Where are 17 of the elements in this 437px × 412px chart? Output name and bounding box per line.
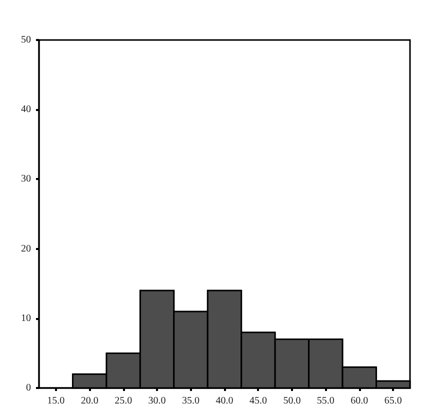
x-tick-label: 50.0 (283, 396, 301, 406)
x-tick-label: 35.0 (182, 396, 200, 406)
y-tick-label: 0 (26, 382, 31, 394)
x-tick-label: 25.0 (114, 396, 132, 406)
x-tick-label: 40.0 (216, 396, 234, 406)
x-tick-label: 45.0 (249, 396, 267, 406)
y-tick-label: 50 (21, 34, 31, 46)
y-tick-label: 30 (21, 174, 31, 185)
x-tick-label: 65.0 (384, 396, 402, 406)
y-tick-label: 20 (21, 243, 31, 254)
x-tick-label: 15.0 (47, 396, 65, 406)
y-tick-label: 40 (21, 104, 31, 116)
y-tick-label: 10 (21, 312, 31, 324)
x-tick-label: 20.0 (80, 396, 98, 406)
x-tick-label: 60.0 (350, 396, 368, 406)
x-tick-label: 55.0 (316, 396, 334, 406)
x-tick-label: 30.0 (148, 396, 166, 406)
